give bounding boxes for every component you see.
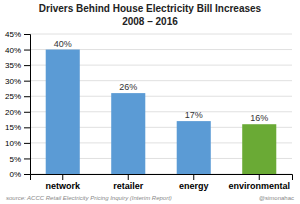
source: source: ACCC Retail Electricity Pricing … <box>6 195 172 201</box>
data-label: 26% <box>119 82 137 92</box>
tick: 35% <box>5 61 30 70</box>
tick: network <box>45 174 81 191</box>
tick-label: 15% <box>5 123 21 132</box>
tick: 45% <box>5 30 30 39</box>
tick-label: energy <box>179 181 209 191</box>
tick-mark <box>24 50 30 51</box>
tick-mark <box>24 34 30 35</box>
axis-line <box>31 175 293 181</box>
tick-mark <box>24 158 30 159</box>
x-axis: network retailer energy environmental <box>31 174 293 191</box>
tick-label: 30% <box>5 77 21 86</box>
tick-mark <box>128 174 129 180</box>
data-labels: 40% 26% 17% 16% <box>54 39 269 124</box>
tick: 10% <box>5 139 30 148</box>
axis-line <box>24 35 31 175</box>
tick: 0% <box>9 170 30 179</box>
subtitle: 2008 – 2016 <box>122 16 178 27</box>
tick-label: 25% <box>5 92 21 101</box>
tick: 30% <box>5 77 30 86</box>
tick-mark <box>24 143 30 144</box>
data-label: 16% <box>250 113 268 123</box>
data-label: 40% <box>54 39 72 49</box>
tick-label: network <box>45 181 81 191</box>
grid <box>30 34 292 174</box>
tick-mark <box>259 174 260 180</box>
tick-label: 40% <box>5 46 21 55</box>
tick: 40% <box>5 46 30 55</box>
tick: 20% <box>5 108 30 117</box>
tick: environmental <box>228 174 290 191</box>
bar <box>46 50 80 174</box>
grid-line <box>30 34 292 35</box>
bars <box>46 50 277 174</box>
tick-mark <box>24 96 30 97</box>
tick-label: retailer <box>113 181 144 191</box>
bar <box>242 124 276 174</box>
tick-label: 20% <box>5 108 21 117</box>
tick: energy <box>179 174 209 191</box>
data-label: 17% <box>185 110 203 120</box>
tick-mark <box>24 65 30 66</box>
tick-label: 5% <box>9 155 21 164</box>
tick: 5% <box>9 155 30 164</box>
title: Drivers Behind House Electricity Bill In… <box>39 3 262 14</box>
chart: Drivers Behind House Electricity Bill In… <box>0 0 300 204</box>
y-axis: 0% 5% 10% 15% 20% 25% 30% 35% 40% 45% <box>5 30 31 179</box>
tick-mark <box>62 174 63 180</box>
tick: 25% <box>5 92 30 101</box>
tick-mark <box>24 127 30 128</box>
tick: retailer <box>113 174 144 191</box>
tick-mark <box>24 81 30 82</box>
tick-label: 45% <box>5 30 21 39</box>
tick: 15% <box>5 123 30 132</box>
tick-mark <box>24 174 30 175</box>
tick-label: 10% <box>5 139 21 148</box>
bar <box>177 121 211 174</box>
credit: @simonahac <box>259 195 294 201</box>
plot: 40% 26% 17% 16% 0% 5% 10% 15% 20% 25% 30% 35% 40% 45%… <box>5 30 293 191</box>
tick-label: 0% <box>9 170 21 179</box>
tick-label: environmental <box>228 181 290 191</box>
bar <box>111 93 145 174</box>
tick-mark <box>24 112 30 113</box>
tick-mark <box>193 174 194 180</box>
tick-label: 35% <box>5 61 21 70</box>
